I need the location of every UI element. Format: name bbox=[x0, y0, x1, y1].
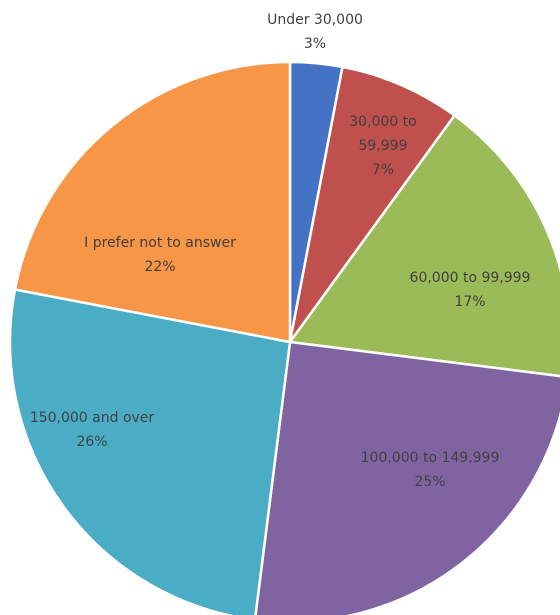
category-label: 30,000 to 59,999 bbox=[349, 114, 417, 154]
category-label: Under 30,000 bbox=[267, 12, 363, 28]
slice bbox=[13, 60, 292, 344]
category-label: 60,000 to 99,999 bbox=[409, 270, 531, 286]
value-label: 25% bbox=[414, 474, 446, 490]
slice-label: 100,000 to 149,999 25% bbox=[345, 446, 515, 494]
category-label: I prefer not to answer bbox=[84, 235, 236, 251]
slice-label: I prefer not to answer 22% bbox=[60, 231, 260, 279]
value-label: 17% bbox=[454, 294, 486, 310]
value-label: 7% bbox=[371, 162, 395, 178]
value-label: 22% bbox=[144, 259, 176, 275]
slice bbox=[254, 340, 560, 615]
slice-label: 60,000 to 99,999 17% bbox=[395, 266, 545, 314]
slice-label: 150,000 and over 26% bbox=[12, 406, 172, 454]
slice-label: 30,000 to 59,999 7% bbox=[343, 110, 423, 182]
slice bbox=[8, 288, 292, 615]
value-label: 26% bbox=[76, 434, 108, 450]
slice-label: Under 30,000 3% bbox=[245, 8, 385, 56]
slice bbox=[288, 65, 457, 343]
value-label: 3% bbox=[303, 36, 327, 52]
category-label: 150,000 and over bbox=[29, 410, 155, 426]
slice bbox=[287, 113, 560, 378]
category-label: 100,000 to 149,999 bbox=[360, 450, 500, 466]
